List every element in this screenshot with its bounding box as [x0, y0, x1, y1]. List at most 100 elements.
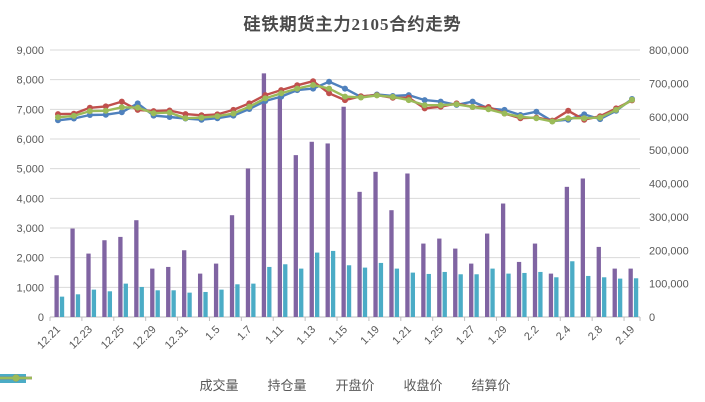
left-axis-tick-label: 9,000: [16, 45, 44, 57]
left-axis-tick-label: 2,000: [16, 253, 44, 265]
settlement-price-marker: [326, 85, 333, 92]
volume-bar: [389, 210, 394, 317]
volume-bar: [309, 141, 314, 317]
open-price-marker: [326, 78, 333, 85]
settlement-price-marker: [629, 96, 635, 103]
left-axis-tick-label: 3,000: [16, 223, 44, 235]
x-axis-tick-label: 1.27: [454, 324, 478, 348]
volume-bar: [261, 73, 267, 317]
volume-bar: [213, 263, 219, 317]
x-axis-tick-label: 12.21: [35, 324, 63, 352]
volume-bar: [405, 173, 410, 317]
open-price-marker: [118, 109, 125, 116]
volume-bar: [485, 233, 490, 317]
x-axis-tick-label: 2.2: [522, 324, 541, 343]
x-axis-tick-label: 1.25: [422, 324, 446, 348]
open-interest-bar: [442, 271, 447, 317]
close-price-marker: [326, 90, 333, 97]
legend-label-settlement-price: 结算价: [471, 377, 511, 393]
open-interest-bar: [219, 289, 224, 317]
open-interest-bar: [267, 266, 272, 317]
open-interest-bar: [187, 292, 192, 317]
open-interest-bar: [554, 277, 559, 317]
open-interest-bar: [235, 284, 240, 317]
open-interest-bar: [474, 274, 479, 317]
settlement-price-marker: [421, 102, 428, 109]
open-price-marker: [342, 85, 348, 92]
settlement-price-marker: [613, 106, 620, 113]
right-axis-tick-label: 800,000: [649, 45, 689, 57]
close-price-marker: [182, 111, 189, 118]
volume-bar: [150, 268, 155, 317]
right-axis-tick-label: 700,000: [649, 78, 689, 90]
volume-bar: [118, 236, 123, 317]
right-axis-tick-label: 400,000: [649, 179, 689, 191]
legend-label-volume: 成交量: [199, 377, 239, 393]
open-interest-bar: [362, 267, 368, 317]
open-interest-bar: [410, 272, 415, 317]
right-axis-tick-label: 600,000: [649, 112, 689, 124]
open-interest-bar: [522, 272, 527, 317]
x-axis-tick-label: 12.23: [67, 324, 95, 352]
open-interest-bar: [617, 278, 623, 317]
settlement-price-marker: [86, 108, 93, 115]
left-axis-tick-label: 5,000: [16, 164, 44, 176]
settlement-price-marker: [294, 85, 301, 92]
volume-bar: [500, 203, 506, 317]
volume-bar: [70, 228, 75, 317]
settlement-price-marker: [342, 93, 348, 100]
left-axis-tick-label: 0: [38, 312, 44, 324]
open-price-marker: [421, 97, 428, 104]
open-interest-bar: [330, 250, 336, 317]
settlement-price-marker: [198, 114, 205, 121]
settlement-price-marker: [166, 109, 173, 116]
volume-bar: [516, 261, 522, 317]
settlement-price-marker: [102, 107, 109, 114]
settlement-price-marker: [278, 90, 285, 97]
volume-bar: [596, 246, 601, 317]
volume-bar: [612, 268, 617, 317]
open-price-marker: [134, 100, 141, 107]
settlement-price-marker: [437, 102, 444, 109]
volume-bar: [182, 250, 187, 317]
settlement-price-marker: [118, 104, 125, 111]
open-interest-bar: [602, 277, 607, 317]
x-axis-labels: 12.21 12.23 12.25 12.29 12.31 1.5 1.7 1.11 1.13 1…: [35, 324, 637, 352]
x-axis-tick-label: 2.8: [586, 324, 605, 343]
left-axis-tick-label: 6,000: [16, 134, 44, 146]
settlement-price-marker: [389, 93, 396, 100]
settlement-price-marker: [134, 104, 141, 111]
volume-bar: [437, 238, 442, 317]
volume-bar: [357, 191, 362, 317]
left-axis-tick-label: 4,000: [16, 193, 44, 205]
volume-bar: [166, 266, 171, 317]
settlement-price-marker: [549, 118, 556, 125]
open-interest-bar-series: [59, 250, 639, 317]
volume-bar: [580, 178, 585, 317]
open-interest-bar: [139, 286, 144, 317]
open-interest-bar: [59, 296, 65, 317]
volume-bar: [229, 215, 235, 317]
open-price-marker: [166, 114, 173, 120]
open-interest-bar: [91, 289, 97, 317]
settlement-price-marker: [453, 101, 460, 108]
chart-title: 硅铁期货主力2105合约走势: [243, 15, 462, 34]
volume-bar: [245, 168, 251, 317]
legend-label-open-interest: 持仓量: [267, 377, 307, 393]
left-axis: 0 1,000 2,000 3,000 4,000 5,000 6,000 7,000 8,00…: [16, 45, 44, 324]
settlement-price-marker: [55, 114, 61, 121]
volume-bar: [54, 275, 59, 317]
settlement-price-marker: [565, 115, 572, 122]
close-price-marker: [565, 107, 572, 114]
settlement-price-marker: [262, 95, 269, 102]
open-interest-bar: [458, 274, 463, 317]
open-price-marker: [469, 98, 476, 105]
open-interest-bar: [75, 294, 81, 317]
volume-bar: [341, 106, 346, 317]
legend-item-open-interest: 持仓量: [0, 374, 307, 394]
open-interest-bar: [346, 265, 352, 317]
settlement-price-marker: [182, 115, 189, 122]
volume-bar: [628, 268, 633, 317]
settlement-price-marker: [501, 110, 508, 117]
legend-item-close-price: 收盘价: [0, 374, 443, 394]
